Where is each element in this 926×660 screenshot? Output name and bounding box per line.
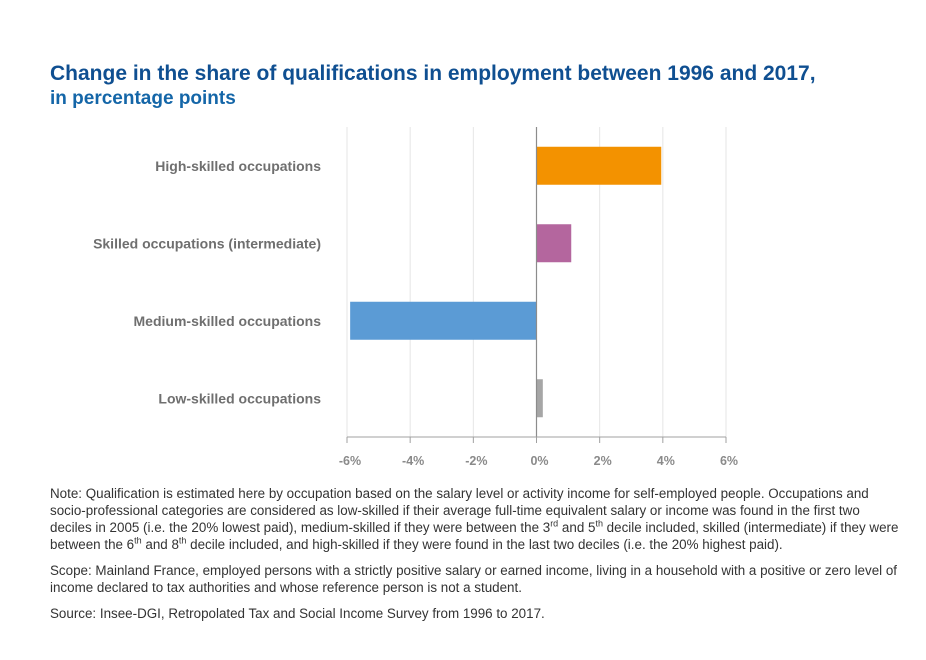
category-label: Low-skilled occupations — [158, 390, 321, 406]
chart-title: Change in the share of qualifications in… — [50, 62, 816, 85]
category-label: Medium-skilled occupations — [134, 313, 322, 329]
category-label: High-skilled occupations — [155, 158, 321, 174]
bar — [536, 224, 572, 263]
x-tick-label: -4% — [402, 454, 424, 468]
bar — [536, 379, 543, 418]
x-tick-label: 0% — [530, 454, 548, 468]
scope-text: Scope: Mainland France, employed persons… — [50, 563, 898, 595]
source-text: Source: Insee-DGI, Retropolated Tax and … — [50, 606, 545, 621]
x-tick-label: -6% — [339, 454, 361, 468]
x-tick-label: 6% — [720, 454, 738, 468]
bar-chart: High-skilled occupations Skilled occupati… — [93, 127, 738, 468]
x-tick-label: -2% — [465, 454, 487, 468]
bar — [350, 301, 537, 340]
category-label: Skilled occupations (intermediate) — [93, 235, 321, 251]
x-tick-label: 4% — [657, 454, 675, 468]
chart-notes: Note: Qualification is estimated here by… — [50, 485, 900, 631]
bar — [536, 146, 662, 185]
category-labels: High-skilled occupations Skilled occupati… — [93, 158, 321, 407]
chart-subtitle: in percentage points — [50, 88, 236, 109]
tick-labels: -6% -4% -2% 0% 2% 4% 6% — [339, 454, 738, 468]
bars — [350, 146, 662, 418]
axes — [346, 127, 727, 443]
note-text: Note: Qualification is estimated here by… — [50, 486, 899, 552]
x-tick-label: 2% — [594, 454, 612, 468]
